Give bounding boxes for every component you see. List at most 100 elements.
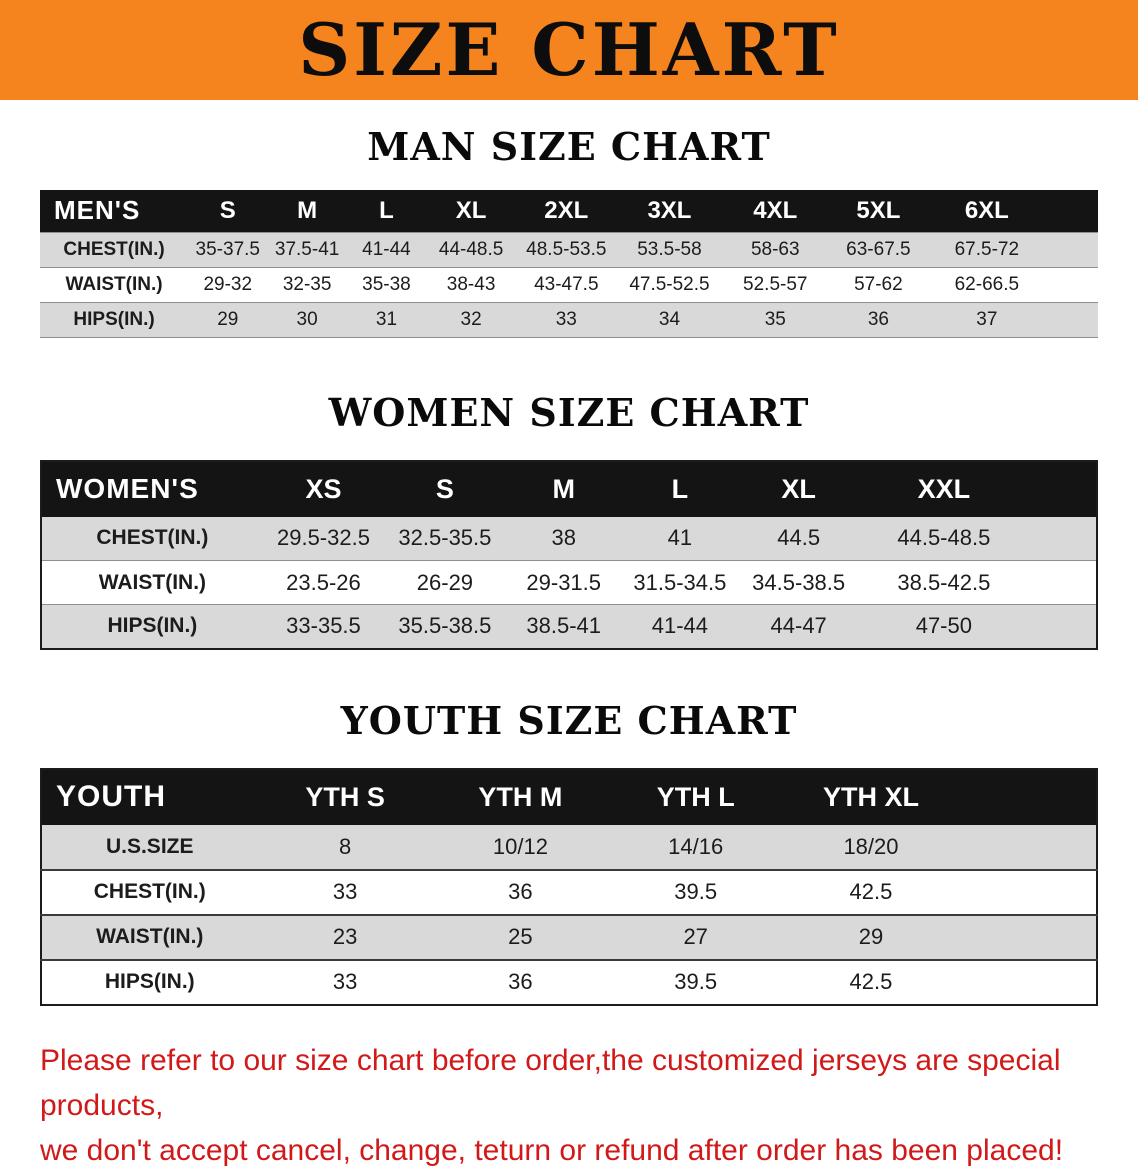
men-section: MAN SIZE CHART MEN'S S M L XL 2XL 3XL 4XL 5XL 6XL… — [0, 128, 1138, 338]
filler-cell — [1028, 560, 1097, 605]
measurement-label-cell: CHEST(IN.) — [41, 516, 263, 561]
measurement-value-cell: 42.5 — [783, 869, 959, 916]
youth-chart-heading: YOUTH SIZE CHART — [340, 697, 798, 743]
measurement-value-cell: 32-35 — [267, 267, 347, 303]
measurement-value-cell: 52.5-57 — [722, 267, 829, 303]
measurement-value-cell: 42.5 — [849, 969, 893, 994]
women-size-table: WOMEN'S XS S M L XL XXL CHEST(IN.) 29.5-32.5 32.5… — [40, 459, 1098, 650]
measurement-value-cell: 58-63 — [722, 231, 829, 268]
measurement-value-cell: 41-44 — [346, 231, 427, 268]
banner-title: SIZE CHART — [298, 7, 840, 92]
measurement-value-cell: 32.5-35.5 — [384, 516, 506, 561]
filler-cell — [958, 768, 1097, 825]
measurement-value-cell: 38.5-42.5 — [859, 560, 1029, 605]
table-title-cell: YOUTH — [41, 768, 258, 825]
size-header-cell: 3XL — [616, 190, 723, 232]
measurement-value-cell: 41 — [621, 516, 738, 561]
youth-section: YOUTH SIZE CHART YOUTH YTH S YTH M YTH L YTH… — [0, 697, 1138, 1006]
size-header-cell: 6XL — [928, 190, 1046, 232]
measurement-value-cell: 38 — [505, 516, 622, 561]
youth-size-table: YOUTH YTH S YTH M YTH L YTH XL U.S.SIZE 8 10/12… — [40, 767, 1098, 1006]
size-header-cell: M — [267, 190, 347, 232]
measurement-value-cell: 31.5-34.5 — [621, 560, 738, 605]
measurement-value-cell: 67.5-72 — [928, 231, 1046, 268]
measurement-label-cell: WAIST(IN.) — [41, 914, 258, 961]
measurement-value-cell: 35.5-38.5 — [384, 604, 506, 649]
measurement-value-cell: 35-38 — [346, 267, 427, 303]
measurement-value-cell: 10/12 — [432, 824, 609, 871]
measurement-value-cell: 14/16 — [608, 824, 784, 871]
filler-cell — [1045, 231, 1098, 268]
measurement-value-cell: 23.5-26 — [262, 560, 385, 605]
measurement-value-cell: 62-66.5 — [928, 267, 1046, 303]
size-header-cell: M — [505, 460, 622, 517]
banner: SIZE CHART — [0, 0, 1138, 100]
measurement-row: HIPS(IN.) 29 30 31 32 33 34 35 36 37 — [40, 302, 1098, 338]
measurement-value-cell: 35-37.5 — [188, 231, 268, 268]
measurement-value-cell: 38-43 — [426, 267, 517, 303]
filler-cell — [1028, 604, 1097, 649]
measurement-value-cell: 44.5 — [737, 516, 860, 561]
filler-cell — [958, 914, 1097, 961]
measurement-row: U.S.SIZE 8 10/12 14/16 18/20 — [41, 824, 1097, 871]
header-row: YOUTH YTH S YTH M YTH L YTH XL — [41, 768, 1097, 825]
measurement-row: CHEST(IN.) 29.5-32.5 32.5-35.5 38 41 44.5 44.5… — [41, 516, 1097, 561]
size-header-cell: 2XL — [516, 190, 617, 232]
measurement-value-cell: 37 — [928, 302, 1046, 338]
footnote: Please refer to our size chart before or… — [0, 1038, 1138, 1173]
filler-cell — [958, 824, 1097, 871]
men-size-table: MEN'S S M L XL 2XL 3XL 4XL 5XL 6XL CHEST(IN.) 35-37… — [40, 190, 1098, 338]
measurement-value-cell: 29-31.5 — [505, 560, 622, 605]
measurement-value-cell: 26-29 — [384, 560, 506, 605]
measurement-value-cell: 33 — [332, 969, 358, 994]
measurement-label-cell: CHEST(IN.) — [40, 231, 189, 268]
measurement-value-cell: 44.5-48.5 — [859, 516, 1029, 561]
measurement-value-cell: 53.5-58 — [616, 231, 723, 268]
measurement-value-cell: 34 — [616, 302, 723, 338]
measurement-label-cell: WAIST(IN.) — [40, 267, 189, 303]
measurement-row: WAIST(IN.) 23.5-26 26-29 29-31.5 31.5-34.5 34… — [41, 560, 1097, 605]
size-header-cell: XS — [262, 460, 385, 517]
measurement-label-cell: U.S.SIZE — [41, 824, 258, 871]
measurement-value-cell: 34.5-38.5 — [737, 560, 860, 605]
table-title-cell: WOMEN'S — [41, 460, 263, 517]
table-title-cell: MEN'S — [40, 190, 189, 232]
measurement-label-cell: WAIST(IN.) — [41, 560, 263, 605]
measurement-value-cell: 32 — [426, 302, 517, 338]
measurement-value-cell: 18/20 — [783, 824, 959, 871]
measurement-value-cell: 8 — [257, 824, 433, 871]
filler-cell — [958, 869, 1097, 916]
size-header-cell: YTH M — [432, 768, 609, 825]
measurement-value-cell: 29-32 — [188, 267, 268, 303]
measurement-value-cell: 38.5-41 — [505, 604, 622, 649]
women-chart-heading: WOMEN SIZE CHART — [328, 389, 810, 435]
filler-cell — [959, 960, 1097, 1005]
filler-cell — [1028, 460, 1097, 517]
measurement-value-cell: 35 — [722, 302, 829, 338]
measurement-value-cell: 33-35.5 — [262, 604, 385, 649]
measurement-row: CHEST(IN.) 33 36 39.5 42.5 — [41, 869, 1097, 916]
measurement-value-cell: 29 — [783, 914, 959, 961]
measurement-value-cell: 41-44 — [621, 604, 738, 649]
measurement-label-cell: HIPS(IN.) — [104, 970, 195, 993]
measurement-value-cell: 43-47.5 — [516, 267, 617, 303]
measurement-value-cell: 44-47 — [737, 604, 860, 649]
size-header-cell: 5XL — [828, 190, 929, 232]
measurement-value-cell: 33 — [516, 302, 617, 338]
filler-cell — [1045, 267, 1098, 303]
measurement-value-cell: 37.5-41 — [267, 231, 347, 268]
size-header-cell: XL — [737, 460, 860, 517]
measurement-value-cell: 57-62 — [828, 267, 929, 303]
measurement-row: WAIST(IN.) 29-32 32-35 35-38 38-43 43-47.5 47.… — [40, 267, 1098, 303]
size-header-cell: YTH S — [257, 768, 433, 825]
measurement-row: HIPS(IN.) 33-35.5 35.5-38.5 38.5-41 41-44 44-… — [41, 604, 1097, 649]
size-header-cell: XL — [426, 190, 517, 232]
measurement-label-cell: HIPS(IN.) — [40, 302, 189, 338]
measurement-value-cell: 39.5 — [674, 969, 718, 994]
measurement-row: HIPS(IN.) 33 36 39.5 42.5 — [41, 960, 1097, 1005]
measurement-value-cell: 47.5-52.5 — [616, 267, 723, 303]
size-header-cell: L — [621, 460, 738, 517]
size-header-cell: 4XL — [722, 190, 829, 232]
footnote-line-2: we don't accept cancel, change, teturn o… — [40, 1133, 1064, 1167]
